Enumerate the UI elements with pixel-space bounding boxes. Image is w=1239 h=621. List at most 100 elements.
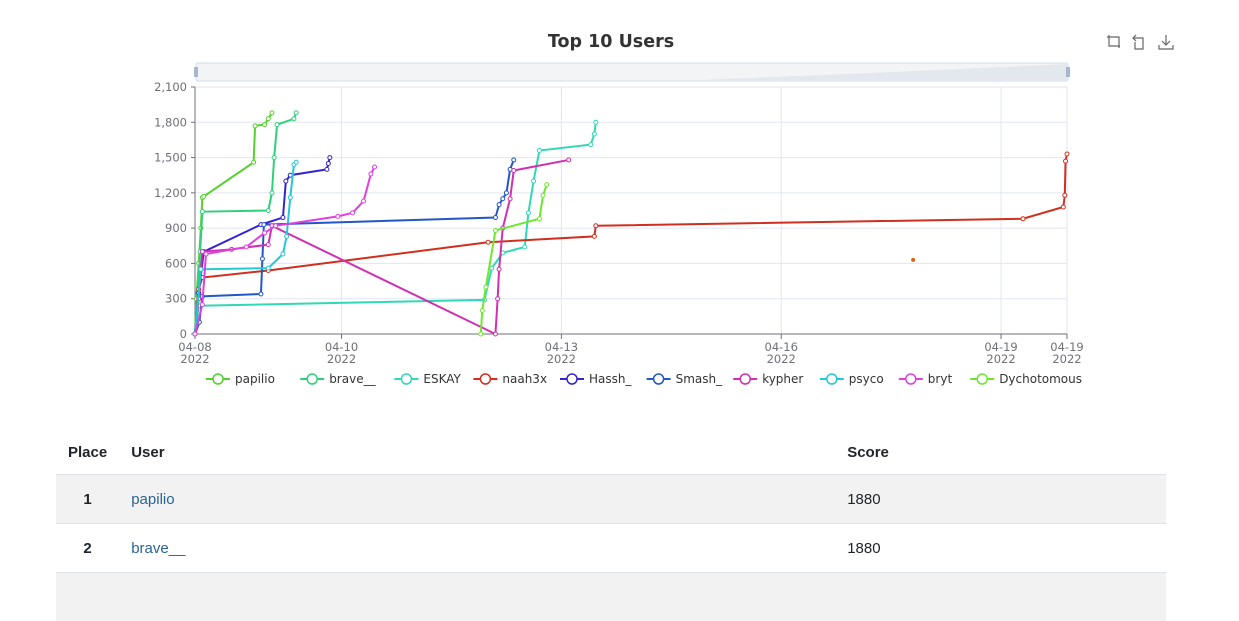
y-tick-label: 1,800	[154, 115, 187, 129]
legend-item[interactable]: Dychotomous	[970, 372, 1082, 386]
data-point	[493, 216, 497, 220]
data-point	[266, 117, 270, 121]
score-column-header: Score	[835, 430, 1166, 475]
data-point	[281, 216, 285, 220]
legend-item[interactable]: Smash_	[647, 372, 724, 386]
user-cell: brave__	[119, 524, 835, 573]
data-point	[244, 245, 248, 249]
legend-label: kypher	[762, 372, 803, 386]
legend-marker-icon	[740, 374, 750, 384]
chart-legend: papilio brave__ ESKAY naah3x Hassh_ Smash_ kyp…	[206, 372, 1082, 386]
data-point	[567, 158, 571, 162]
data-point	[545, 183, 549, 187]
data-point	[193, 332, 197, 336]
series-dychotomous	[479, 183, 549, 336]
table-row: 1 papilio 1880	[56, 475, 1166, 524]
user-link[interactable]: brave__	[131, 540, 185, 557]
y-tick-label: 1,500	[154, 151, 187, 165]
data-point	[497, 267, 501, 271]
data-point	[202, 194, 206, 198]
data-point	[1061, 205, 1065, 209]
data-point	[532, 179, 536, 183]
legend-label: psyco	[849, 372, 884, 386]
data-point	[497, 203, 501, 207]
table-header-row: Place User Score	[56, 430, 1166, 475]
data-point	[508, 197, 512, 201]
y-tick-label: 2,100	[154, 80, 187, 94]
data-point	[490, 266, 494, 270]
data-point	[537, 149, 541, 153]
data-point	[253, 124, 257, 128]
x-tick-label: 2022	[180, 352, 209, 366]
legend-item[interactable]: papilio	[206, 372, 275, 386]
legend-marker-icon	[977, 374, 987, 384]
data-point	[275, 123, 279, 127]
legend-marker-icon	[654, 374, 664, 384]
y-tick-label: 900	[165, 221, 187, 235]
data-point	[260, 257, 264, 261]
legend-item[interactable]: naah3x	[473, 372, 547, 386]
series-line	[195, 154, 1067, 334]
place-cell	[56, 573, 119, 621]
data-point	[200, 210, 204, 214]
data-point	[523, 245, 527, 249]
datazoom-slider[interactable]	[194, 63, 1070, 81]
data-point	[270, 191, 274, 195]
data-point	[262, 223, 266, 227]
outlier-point	[911, 258, 915, 262]
legend-marker-icon	[480, 374, 490, 384]
x-tick-label: 2022	[986, 352, 1015, 366]
data-point	[1065, 152, 1069, 156]
score-cell: 1880	[835, 475, 1166, 524]
data-point	[1063, 193, 1067, 197]
data-point	[266, 209, 270, 213]
series-line	[195, 160, 569, 334]
data-point	[328, 156, 332, 160]
table-row	[56, 573, 1166, 621]
legend-item[interactable]: psyco	[820, 372, 884, 386]
data-point	[537, 217, 541, 221]
series-naah3x	[193, 152, 1069, 336]
legend-marker-icon	[307, 374, 317, 384]
legend-item[interactable]: ESKAY	[394, 372, 461, 386]
legend-label: bryt	[928, 372, 953, 386]
legend-marker-icon	[401, 374, 411, 384]
table-row: 2 brave__ 1880	[56, 524, 1166, 573]
user-link[interactable]: papilio	[131, 491, 174, 508]
legend-label: brave__	[329, 372, 376, 386]
data-point	[200, 303, 204, 307]
data-point	[493, 332, 497, 336]
data-point	[594, 224, 598, 228]
data-point	[512, 169, 516, 173]
data-point	[294, 111, 298, 115]
data-point	[512, 158, 516, 162]
legend-item[interactable]: Hassh_	[560, 372, 632, 386]
legend-label: Dychotomous	[999, 372, 1082, 386]
x-tick-label: 2022	[547, 352, 576, 366]
legend-label: ESKAY	[423, 372, 461, 386]
data-point	[592, 234, 596, 238]
x-tick-label: 2022	[327, 352, 356, 366]
y-tick-label: 0	[180, 327, 187, 341]
data-point	[493, 228, 497, 232]
datazoom-handle-right[interactable]	[1066, 67, 1070, 77]
legend-item[interactable]: bryt	[899, 372, 953, 386]
y-tick-label: 600	[165, 256, 187, 270]
data-point	[504, 191, 508, 195]
series-line	[481, 185, 547, 334]
chart-grid	[195, 87, 1067, 334]
datazoom-handle-left[interactable]	[194, 67, 198, 77]
place-column-header: Place	[56, 430, 119, 475]
data-point	[263, 231, 267, 235]
legend-label: papilio	[235, 372, 275, 386]
legend-marker-icon	[567, 374, 577, 384]
data-point	[274, 224, 278, 228]
data-point	[589, 143, 593, 147]
data-point	[199, 267, 203, 271]
data-point	[266, 266, 270, 270]
legend-item[interactable]: brave__	[300, 372, 376, 386]
data-point	[292, 117, 296, 121]
data-point	[373, 165, 377, 169]
legend-item[interactable]: kypher	[733, 372, 803, 386]
score-history-chart: Top 10 Users 03006009001,2001,5001,8002,…	[0, 0, 1239, 400]
